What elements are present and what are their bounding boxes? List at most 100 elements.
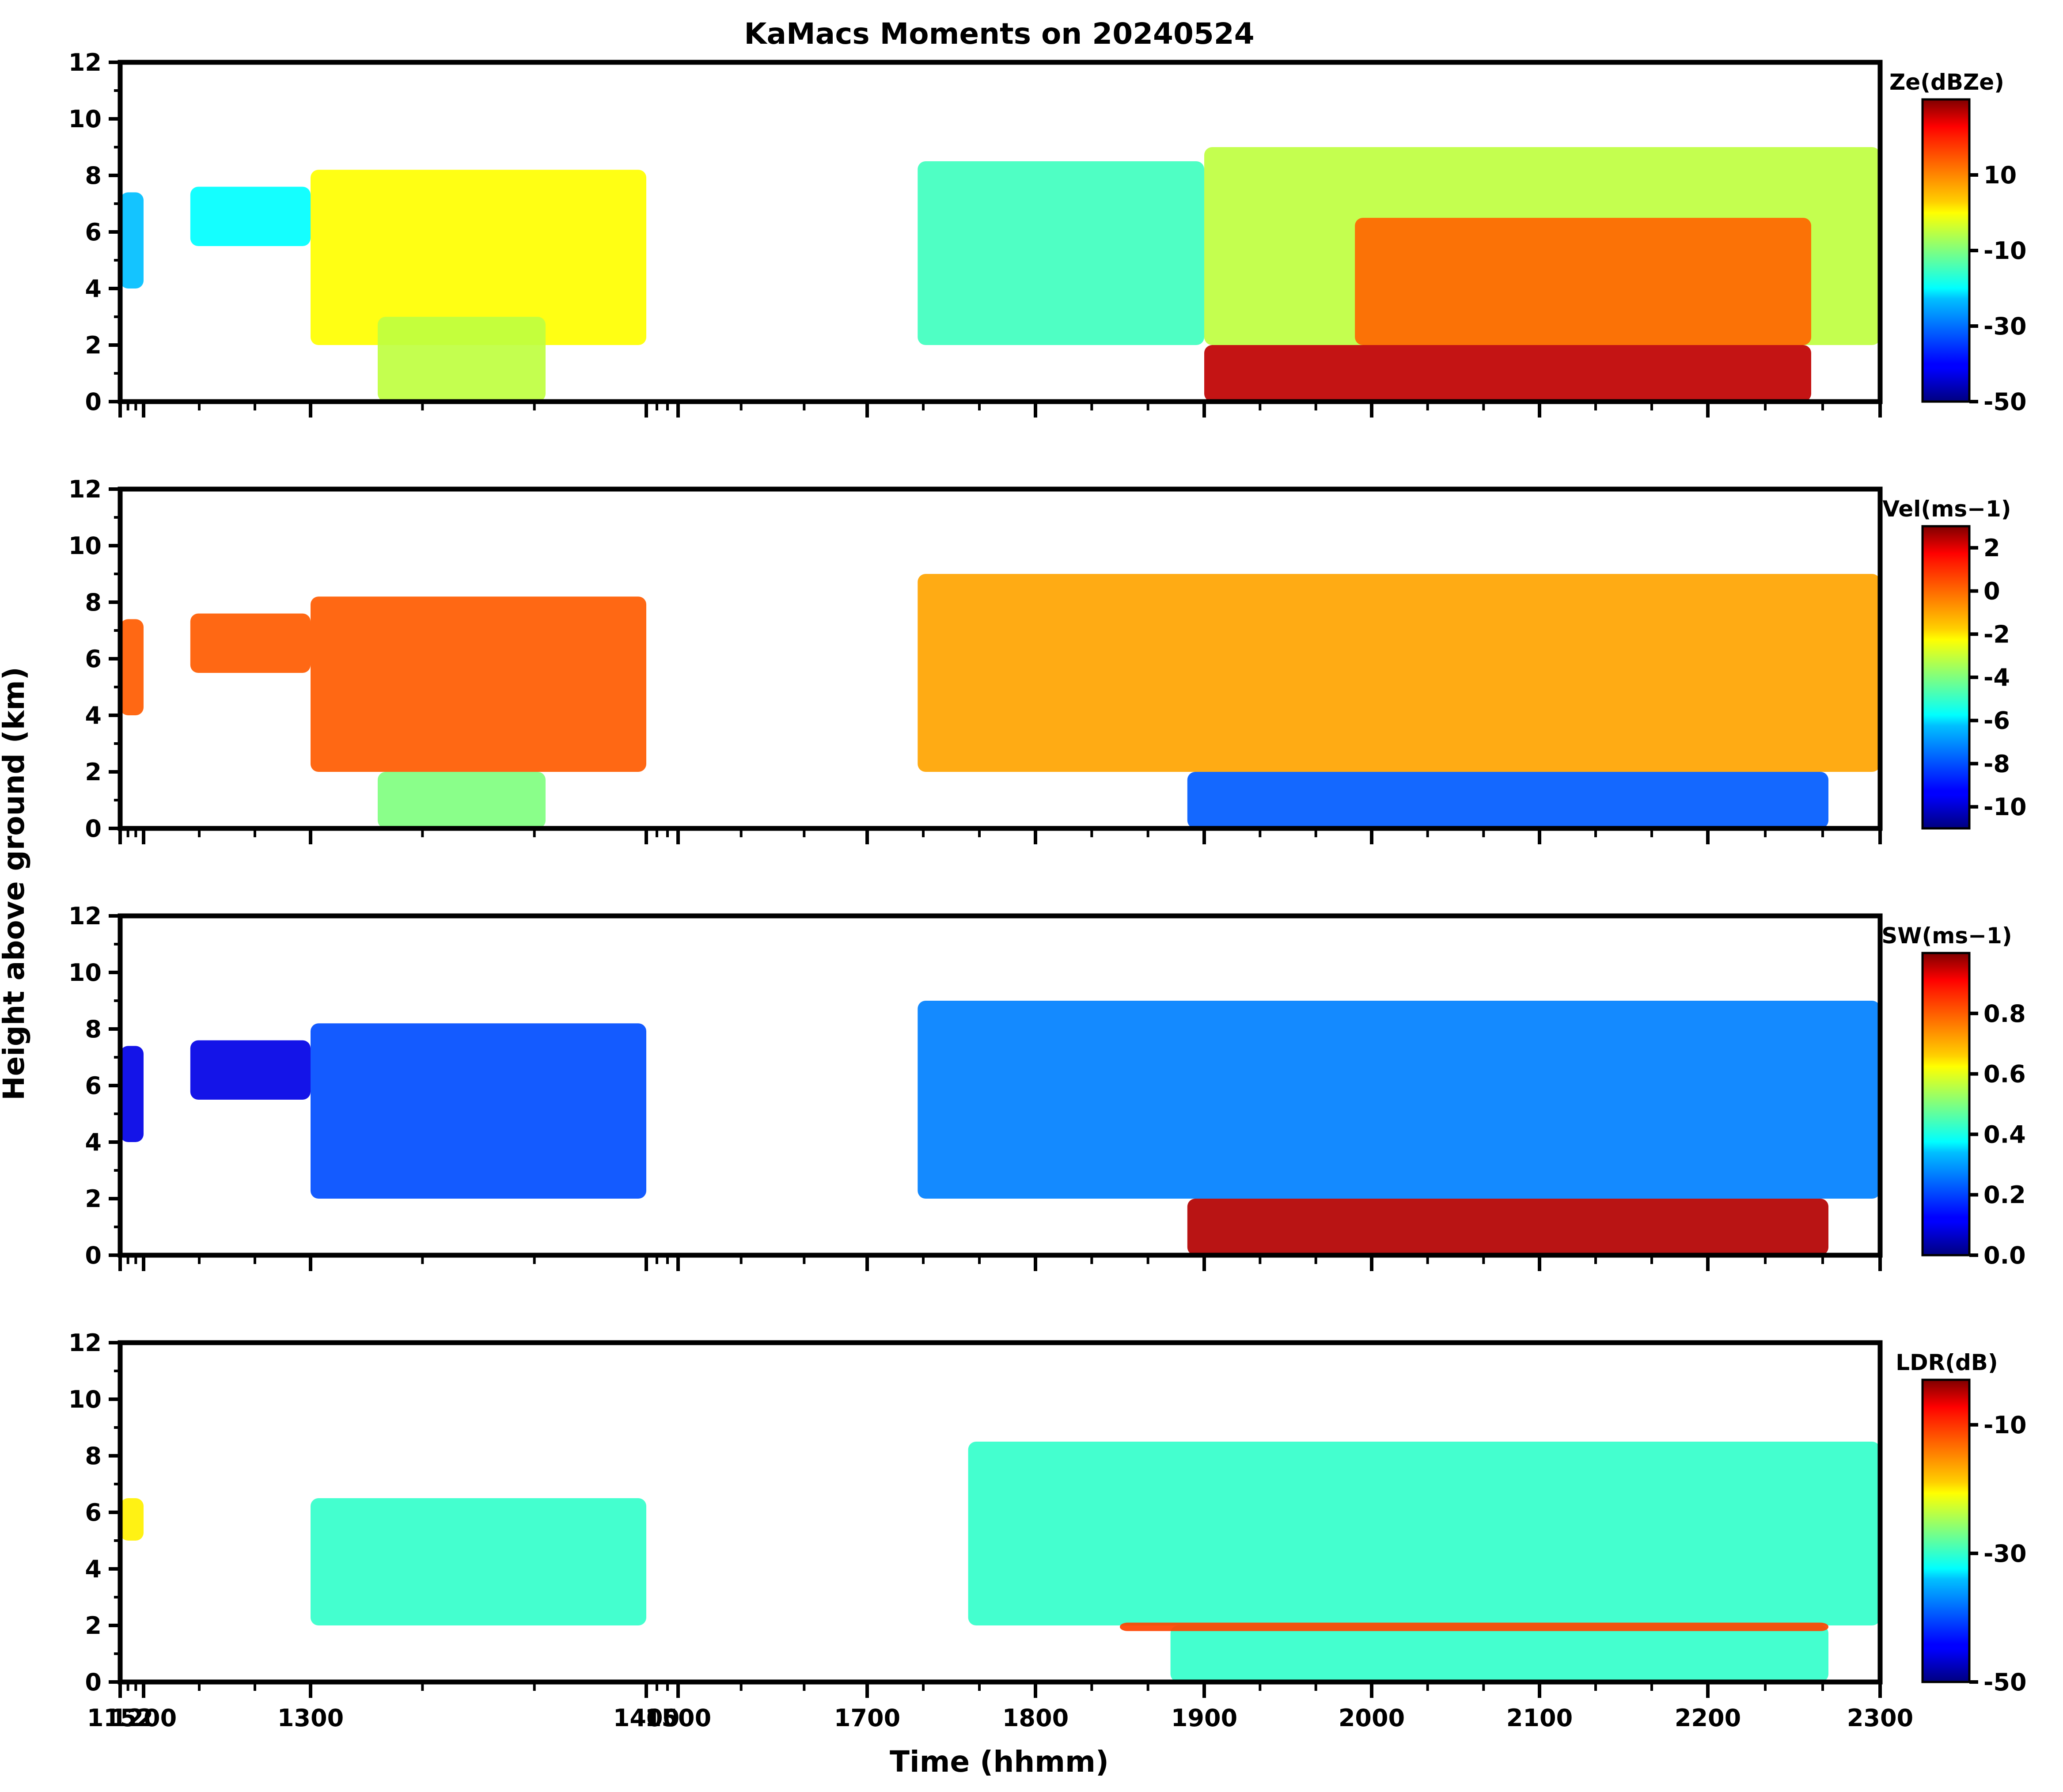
y-tick-label: 10 [68,959,102,987]
panels-group: 0 2 4 6 8 10 12 -50 -30 -10 10 Ze(dBZe) 0 2 4 6 8 10 12 -10… [68,49,2027,1732]
colorbar-tick-label: -2 [1983,620,2010,648]
colorbar-tick-label: -10 [1983,237,2027,265]
echo-region [918,161,1204,345]
colorbar-tick-label: -30 [1983,1540,2027,1568]
x-tick-label: 2200 [1675,1704,1741,1732]
colorbar-tick-label: 10 [1983,161,2017,189]
y-tick-label: 0 [85,388,102,416]
y-tick-label: 8 [85,1442,102,1470]
colorbar-title: Vel(ms−1) [1882,496,2011,522]
colorbar-title: Ze(dBZe) [1889,69,2004,95]
colorbar [1923,526,1969,828]
y-tick-label: 2 [85,1612,102,1640]
y-tick-label: 0 [85,1668,102,1696]
x-tick-label: 2100 [1506,1704,1573,1732]
y-tick-label: 2 [85,758,102,786]
y-tick-label: 0 [85,1241,102,1269]
colorbar-tick-label: 0.8 [1983,1000,2026,1028]
x-tick-label: 1152 [87,1704,153,1732]
echo-region [918,574,1880,772]
x-tick-label: 1200 [110,1704,177,1732]
colorbar-frame [1921,1378,1971,1683]
x-tick-label: 1300 [277,1704,344,1732]
x-tick-label: 1900 [1171,1704,1237,1732]
y-tick-label: 4 [85,1555,102,1583]
colorbar-tick-label: -4 [1983,664,2010,691]
y-tick-label: 4 [85,1128,102,1156]
panel-vel: 0 2 4 6 8 10 12 -10 -8 -6 -4 -2 0 2 Vel(ms−1) [68,475,2027,844]
colorbar-title: LDR(dB) [1896,1350,1998,1375]
echo-region [1120,1622,1828,1631]
y-tick-label: 8 [85,1015,102,1043]
x-tick-label: 1400 [613,1704,679,1732]
echo-region [311,170,646,345]
y-tick-label: 4 [85,275,102,303]
colorbar-tick-label: 2 [1983,534,2000,562]
colorbar-title: SW(ms−1) [1881,923,2012,949]
panel-sw: 0 2 4 6 8 10 12 0.0 0.2 0.4 0.6 0.8 SW(ms−1) [68,902,2026,1271]
y-tick-label: 2 [85,331,102,359]
y-tick-label: 8 [85,162,102,190]
echo-region [1187,772,1828,828]
echo-region [190,613,311,673]
echo-region [1355,218,1811,345]
echo-region [190,1040,311,1100]
echo-region [120,1498,144,1541]
x-axis-label: Time (hhmm) [890,1745,1109,1779]
echo-region [1204,345,1811,402]
y-tick-label: 6 [85,1499,102,1526]
colorbar-tick-label: 0.0 [1983,1241,2026,1269]
echo-region [311,596,646,772]
echo-region [1170,1625,1828,1682]
echo-region [311,1023,646,1199]
colorbar-frame [1921,952,1971,1257]
colorbar [1923,953,1969,1255]
y-tick-label: 12 [68,1329,102,1357]
colorbar [1923,1380,1969,1682]
y-tick-label: 6 [85,1072,102,1100]
echo-region [311,1498,646,1625]
panel-ze: 0 2 4 6 8 10 12 -50 -30 -10 10 Ze(dBZe) [68,49,2027,418]
echo-region [120,192,144,289]
echo-region [190,186,311,246]
colorbar-tick-label: 0.4 [1983,1120,2026,1148]
y-tick-label: 6 [85,218,102,246]
colorbar [1923,99,1969,402]
echo-region [918,1001,1880,1199]
echo-region [120,1046,144,1142]
colorbar-tick-label: -10 [1983,793,2027,821]
colorbar-tick-label: -30 [1983,312,2027,340]
chart-title: KaMacs Moments on 20240524 [744,17,1254,51]
y-tick-label: 12 [68,49,102,76]
colorbar-tick-label: 0.2 [1983,1181,2026,1209]
y-tick-label: 0 [85,815,102,843]
x-tick-label: 1700 [834,1704,900,1732]
y-tick-label: 12 [68,475,102,503]
x-tick-label: 2300 [1847,1704,1913,1732]
colorbar-tick-label: -8 [1983,750,2010,778]
echo-region [968,1442,1880,1625]
colorbar-tick-label: -50 [1983,1668,2027,1696]
y-axis-label: Height above ground (km) [0,667,31,1101]
y-tick-label: 12 [68,902,102,930]
y-tick-label: 6 [85,645,102,673]
colorbar-tick-label: 0 [1983,577,2000,605]
echo-region [378,317,546,402]
y-tick-label: 2 [85,1185,102,1213]
colorbar-tick-label: 0.6 [1983,1060,2026,1088]
echo-region [378,772,546,828]
x-tick-label: 2000 [1339,1704,1405,1732]
y-tick-label: 10 [68,105,102,133]
colorbar-tick-label: -10 [1983,1411,2027,1439]
x-tick-label: 1500 [645,1704,711,1732]
y-tick-label: 10 [68,532,102,560]
colorbar-tick-label: -50 [1983,388,2027,416]
echo-region [1187,1199,1828,1255]
y-tick-label: 10 [68,1386,102,1413]
y-tick-label: 4 [85,702,102,729]
colorbar-tick-label: -6 [1983,707,2010,735]
echo-region [120,619,144,715]
x-tick-label: 1800 [1002,1704,1069,1732]
